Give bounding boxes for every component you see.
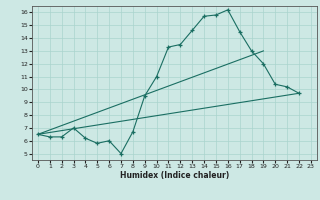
X-axis label: Humidex (Indice chaleur): Humidex (Indice chaleur): [120, 171, 229, 180]
